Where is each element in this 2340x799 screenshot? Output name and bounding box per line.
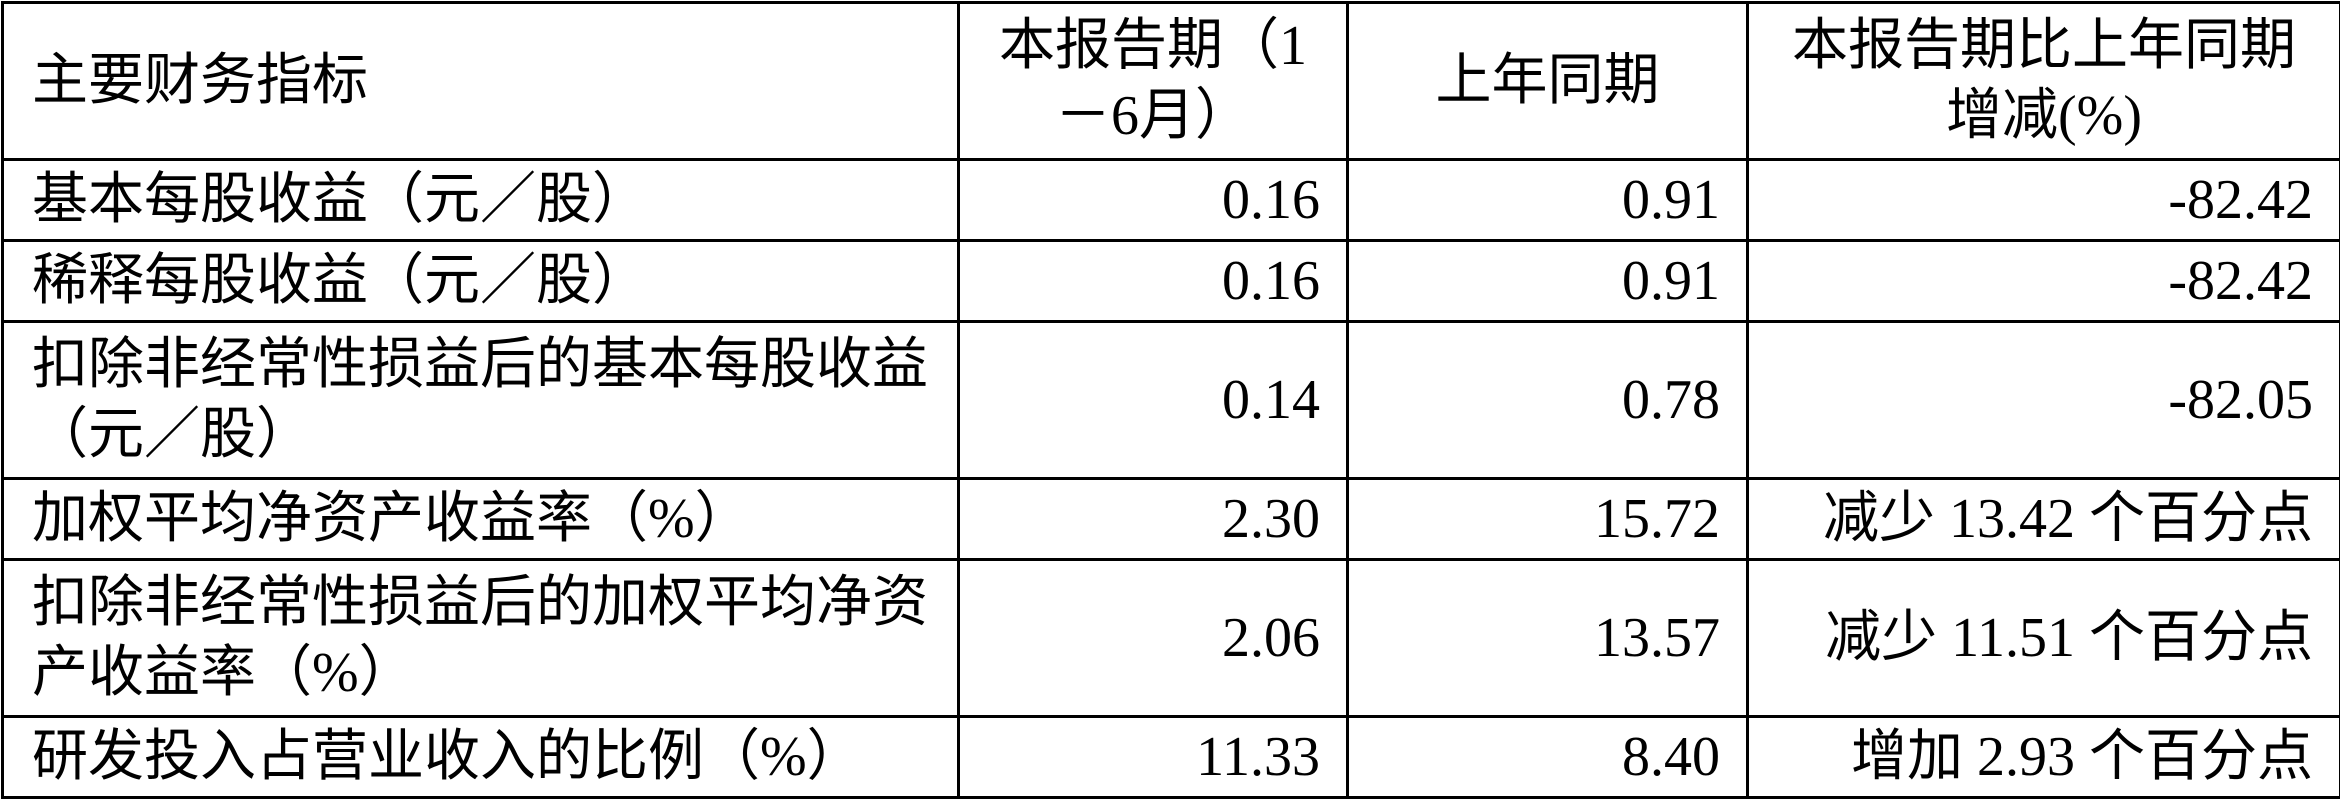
header-prior-period: 上年同期 <box>1348 3 1748 160</box>
change-cell: -82.42 <box>1748 241 2340 322</box>
current-cell: 11.33 <box>959 717 1348 798</box>
table-row: 稀释每股收益（元／股） 0.16 0.91 -82.42 <box>3 241 2340 322</box>
prior-cell: 0.91 <box>1348 241 1748 322</box>
header-current-period: 本报告期（1－6月） <box>959 3 1348 160</box>
current-cell: 2.30 <box>959 479 1348 560</box>
change-cell: -82.05 <box>1748 322 2340 479</box>
indicator-cell: 加权平均净资产收益率（%） <box>3 479 959 560</box>
change-cell: 减少 13.42 个百分点 <box>1748 479 2340 560</box>
prior-cell: 0.78 <box>1348 322 1748 479</box>
current-cell: 0.16 <box>959 241 1348 322</box>
current-cell: 0.14 <box>959 322 1348 479</box>
change-cell: 减少 11.51 个百分点 <box>1748 560 2340 717</box>
table-row: 研发投入占营业收入的比例（%） 11.33 8.40 增加 2.93 个百分点 <box>3 717 2340 798</box>
current-cell: 2.06 <box>959 560 1348 717</box>
current-cell: 0.16 <box>959 160 1348 241</box>
header-indicator: 主要财务指标 <box>3 3 959 160</box>
change-cell: -82.42 <box>1748 160 2340 241</box>
table-row: 扣除非经常性损益后的加权平均净资产收益率（%） 2.06 13.57 减少 11… <box>3 560 2340 717</box>
table-header-row: 主要财务指标 本报告期（1－6月） 上年同期 本报告期比上年同期增减(%) <box>3 3 2340 160</box>
indicator-cell: 基本每股收益（元／股） <box>3 160 959 241</box>
table-row: 扣除非经常性损益后的基本每股收益（元／股） 0.14 0.78 -82.05 <box>3 322 2340 479</box>
prior-cell: 0.91 <box>1348 160 1748 241</box>
change-cell: 增加 2.93 个百分点 <box>1748 717 2340 798</box>
table-row: 基本每股收益（元／股） 0.16 0.91 -82.42 <box>3 160 2340 241</box>
header-change: 本报告期比上年同期增减(%) <box>1748 3 2340 160</box>
indicator-cell: 扣除非经常性损益后的加权平均净资产收益率（%） <box>3 560 959 717</box>
prior-cell: 15.72 <box>1348 479 1748 560</box>
prior-cell: 13.57 <box>1348 560 1748 717</box>
indicator-cell: 扣除非经常性损益后的基本每股收益（元／股） <box>3 322 959 479</box>
prior-cell: 8.40 <box>1348 717 1748 798</box>
indicator-cell: 研发投入占营业收入的比例（%） <box>3 717 959 798</box>
indicator-cell: 稀释每股收益（元／股） <box>3 241 959 322</box>
table-row: 加权平均净资产收益率（%） 2.30 15.72 减少 13.42 个百分点 <box>3 479 2340 560</box>
